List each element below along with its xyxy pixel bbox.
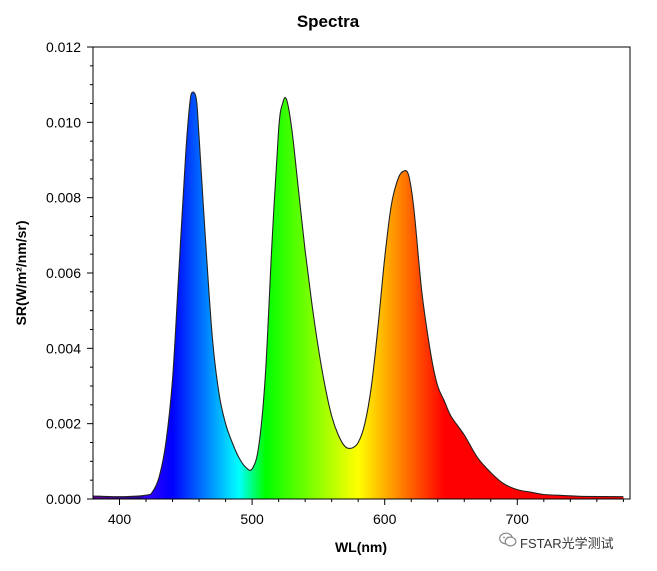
x-tick-label: 400 xyxy=(108,511,132,527)
spectrum-line xyxy=(93,91,624,498)
y-tick-label: 0.000 xyxy=(46,491,81,507)
x-tick-label: 600 xyxy=(373,511,397,527)
y-axis-label: SR(W/m²/nm/sr) xyxy=(13,221,29,326)
wechat-icon xyxy=(499,532,517,547)
x-tick-label: 700 xyxy=(506,511,530,527)
x-tick-label: 500 xyxy=(240,511,264,527)
watermark-text: FSTAR光学测试 xyxy=(520,536,614,551)
x-axis: 400 500 600 700 xyxy=(108,499,624,527)
y-tick-label: 0.002 xyxy=(46,416,81,432)
y-tick-label: 0.012 xyxy=(46,39,81,55)
chart-title: Spectra xyxy=(297,12,360,31)
y-tick-label: 0.006 xyxy=(46,265,81,281)
y-tick-label: 0.004 xyxy=(46,340,81,356)
y-tick-label: 0.010 xyxy=(46,114,81,130)
y-axis: 0.000 0.002 0.004 0.006 0.008 0.010 0.012 xyxy=(46,39,93,507)
x-axis-label: WL(nm) xyxy=(335,539,387,555)
y-tick-label: 0.008 xyxy=(46,190,81,206)
spectrum-area xyxy=(93,92,624,499)
plot-area xyxy=(93,91,624,499)
